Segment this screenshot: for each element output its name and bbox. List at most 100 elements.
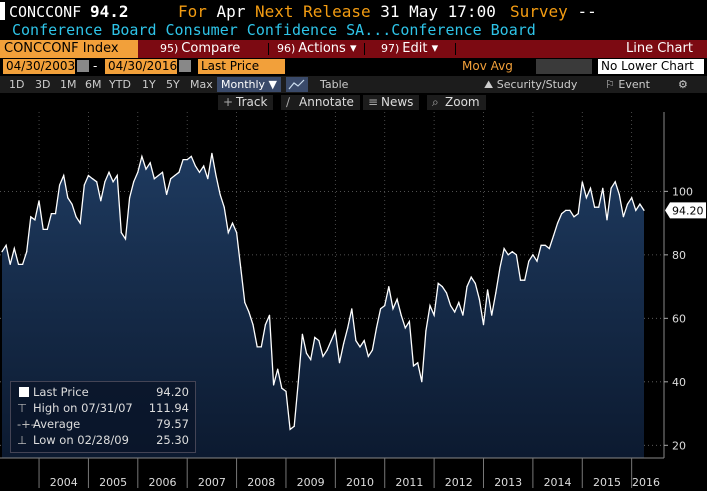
data-point (293, 425, 295, 427)
period-button-6m[interactable]: 6M (85, 78, 102, 91)
period-button-1m[interactable]: 1M (60, 78, 77, 91)
chart-study-icon: ⛰ (484, 78, 494, 91)
event-icon: ⚐ (605, 78, 615, 91)
data-point (585, 197, 588, 199)
period-button-3d[interactable]: 3D (35, 78, 51, 91)
data-point (532, 254, 534, 256)
legend-low-label: Low on 02/28/09 (33, 433, 129, 447)
data-point (75, 216, 77, 218)
event-button[interactable]: ⚐ Event (605, 76, 650, 93)
chart-legend[interactable]: Last Price 94.20 ⊤ High on 07/31/07 111.… (10, 381, 196, 453)
x-tick-label: 2008 (247, 476, 275, 489)
data-point (631, 197, 633, 199)
period-button-1d[interactable]: 1D (9, 78, 25, 91)
event-label: Event (618, 78, 650, 91)
data-point (412, 365, 415, 367)
period-button-max[interactable]: Max (190, 78, 213, 91)
annotate-button[interactable]: ∕ Annotate (281, 95, 360, 110)
pencil-icon: ∕ (286, 95, 291, 109)
data-point (223, 206, 225, 208)
actions-button[interactable]: 96) Actions ▾ (277, 40, 356, 58)
moving-average-input[interactable] (536, 59, 592, 74)
data-point (569, 209, 571, 211)
data-point (219, 193, 221, 196)
data-point (301, 333, 303, 335)
data-point (470, 276, 472, 278)
header-marker (0, 2, 5, 20)
data-point (626, 203, 629, 205)
legend-high-label: High on 07/31/07 (33, 401, 133, 415)
price-field-select[interactable]: Last Price (198, 59, 285, 74)
data-point (244, 301, 246, 304)
x-tick-label: 2010 (346, 476, 374, 489)
security-study-label: Security/Study (496, 78, 578, 91)
data-point (392, 308, 394, 310)
actions-label: Actions (298, 41, 346, 56)
last-value: 94.2 (90, 2, 129, 21)
edit-label: Edit (402, 41, 428, 56)
index-field[interactable]: CONCCONF Index (0, 40, 138, 58)
crosshair-icon: + (223, 95, 234, 109)
data-point (141, 155, 143, 157)
data-point (330, 340, 332, 342)
zoom-label: Zoom (445, 95, 480, 109)
data-point (207, 178, 209, 180)
data-point (161, 171, 164, 173)
data-point (454, 311, 456, 313)
security-study-button[interactable]: ⛰ Security/Study (484, 76, 577, 93)
data-point (544, 244, 546, 246)
data-point (482, 324, 485, 326)
data-point (388, 286, 390, 288)
data-point (157, 174, 159, 177)
lower-chart-select[interactable]: No Lower Chart (598, 59, 704, 74)
calendar-icon[interactable] (77, 60, 89, 72)
data-point (310, 359, 312, 361)
zoom-button[interactable]: ⌕ Zoom (427, 95, 486, 110)
data-point (355, 340, 357, 342)
period-button-1y[interactable]: 1Y (142, 78, 156, 91)
data-point (198, 171, 201, 173)
data-point (116, 174, 118, 177)
start-date-input[interactable]: 04/30/2003 (3, 59, 75, 74)
legend-row-average: -+- Average 79.57 (15, 417, 191, 433)
moving-average-label[interactable]: Mov Avg (462, 59, 513, 73)
data-point (120, 232, 122, 234)
ticker-symbol[interactable]: CONCCONF (9, 3, 82, 21)
calendar-icon[interactable] (179, 60, 191, 72)
data-point (577, 213, 579, 215)
average-marker-icon: -+- (17, 417, 35, 431)
period-button-ytd[interactable]: YTD (109, 78, 131, 91)
chart-type-label[interactable]: Line Chart (626, 41, 693, 56)
next-release-value: 31 May 17:00 (380, 2, 496, 21)
data-point (515, 254, 518, 256)
line-chart-icon[interactable] (286, 77, 308, 92)
news-button[interactable]: ≡ News (363, 95, 420, 110)
data-point (561, 213, 563, 215)
data-point (256, 346, 258, 348)
data-point (417, 362, 419, 364)
data-point (248, 311, 250, 313)
data-point (618, 193, 620, 196)
gear-icon[interactable]: ⚙ (678, 78, 688, 91)
data-point (408, 320, 410, 323)
data-point (79, 222, 81, 224)
track-button[interactable]: + Track (218, 95, 274, 110)
end-date-input[interactable]: 04/30/2016 (105, 59, 177, 74)
data-point (519, 279, 522, 281)
table-button[interactable]: Table (320, 78, 349, 91)
legend-row-high: ⊤ High on 07/31/07 111.94 (15, 401, 191, 417)
data-point (100, 200, 102, 202)
data-point (190, 155, 192, 157)
data-point (511, 251, 513, 253)
data-point (203, 165, 205, 167)
last-value-tag-shape (665, 202, 706, 219)
frequency-select[interactable]: Monthly ▼ (217, 77, 282, 92)
compare-button[interactable]: 95) Compare (160, 40, 240, 58)
data-point (137, 171, 139, 173)
news-label: News (381, 95, 414, 109)
data-point (108, 171, 110, 173)
x-tick-label: 2015 (593, 476, 621, 489)
edit-button[interactable]: 97) Edit ▾ (381, 40, 438, 58)
data-point (384, 305, 386, 307)
period-button-5y[interactable]: 5Y (166, 78, 180, 91)
